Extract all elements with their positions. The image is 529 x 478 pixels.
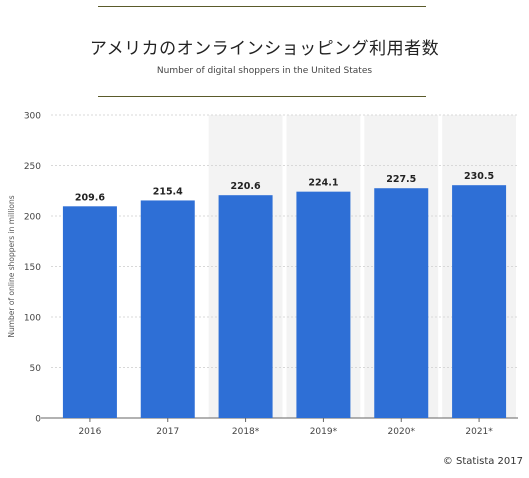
bar (296, 191, 351, 418)
bar-value-label: 220.6 (231, 181, 261, 192)
bar-value-label: 209.6 (75, 192, 105, 203)
y-tick-label: 300 (24, 112, 41, 122)
y-tick-label: 0 (35, 415, 41, 425)
bar (62, 206, 117, 418)
x-tick-label: 2019* (310, 427, 338, 437)
y-tick-label: 200 (24, 213, 41, 223)
bar (140, 200, 195, 418)
y-axis-title: Number of online shoppers in millions (7, 195, 16, 337)
bar-value-label: 227.5 (386, 174, 416, 185)
bar (374, 188, 429, 418)
title-rule-bottom (98, 96, 426, 97)
bar-value-label: 224.1 (308, 178, 338, 189)
x-tick-label: 2018* (232, 427, 260, 437)
y-tick-label: 250 (24, 162, 41, 172)
y-tick-label: 50 (30, 364, 42, 374)
y-tick-label: 150 (24, 263, 41, 273)
bar-value-label: 230.5 (464, 171, 494, 182)
chart-title: アメリカのオンラインショッピング利用者数 (89, 39, 440, 59)
bar (452, 185, 507, 418)
x-tick-label: 2016 (78, 427, 101, 437)
x-tick-label: 2020* (388, 427, 416, 437)
title-rule-top (98, 6, 426, 7)
x-tick-label: 2021* (465, 427, 493, 437)
x-tick-label: 2017 (156, 427, 179, 437)
bar (218, 195, 273, 418)
chart-subtitle: Number of digital shoppers in the United… (156, 66, 373, 76)
y-tick-label: 100 (24, 314, 41, 324)
statista-credit: © Statista 2017 (442, 456, 523, 467)
bar-value-label: 215.4 (153, 186, 183, 197)
